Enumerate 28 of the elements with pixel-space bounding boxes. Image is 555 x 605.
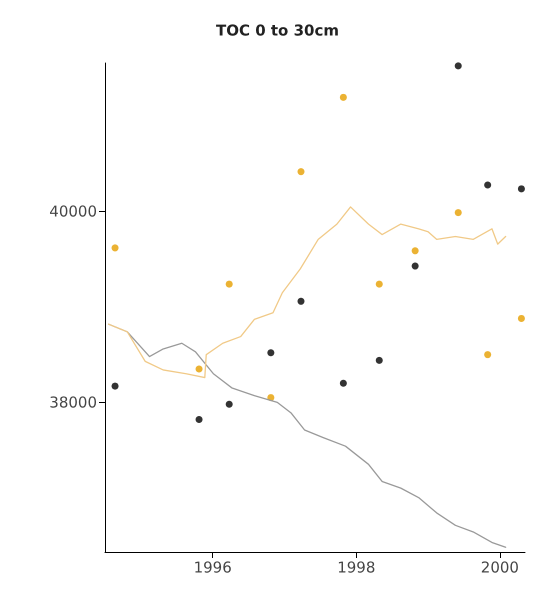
point [376,356,383,364]
point [226,400,233,408]
point [226,280,233,288]
point [454,62,462,70]
point [376,280,383,288]
x-tick-label: 1998 [337,558,376,576]
y-tick-label: 38000 [49,393,97,412]
point [340,94,347,101]
y-tick-label: 40000 [49,202,97,221]
point [196,365,203,372]
point [298,298,304,305]
point [518,185,525,192]
point [484,182,492,189]
point [196,416,203,423]
point [454,209,462,216]
point [484,351,492,358]
point [518,314,525,322]
point [412,262,419,270]
line-series [108,206,506,378]
point [112,244,119,252]
chart-title: TOC 0 to 30cm [216,22,339,40]
point [298,168,304,176]
x-tick-label: 1996 [194,558,232,576]
point [267,349,274,356]
x-tick-label: 2000 [480,558,519,576]
point [340,380,347,387]
point [112,382,119,390]
point [412,247,419,254]
